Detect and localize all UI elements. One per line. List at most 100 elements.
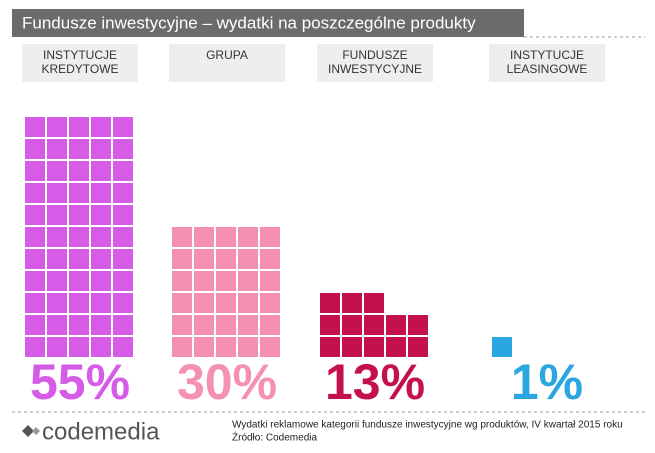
waffle-cell [172, 227, 192, 247]
waffle-cell [172, 293, 192, 313]
waffle-cell [238, 227, 258, 247]
category-box [489, 44, 605, 82]
waffle-cell [91, 227, 111, 247]
waffle-cell [47, 227, 67, 247]
waffle-cell [320, 293, 340, 313]
waffle-cell [47, 315, 67, 335]
waffle-cell [25, 293, 45, 313]
waffle-cell [260, 293, 280, 313]
waffle-cell [386, 337, 406, 357]
waffle-cell [91, 205, 111, 225]
waffle-cell [91, 139, 111, 159]
waffle-cell [69, 271, 89, 291]
waffle-cell [47, 337, 67, 357]
waffle-cell [172, 315, 192, 335]
waffle-cell [69, 183, 89, 203]
waffle-cell [260, 227, 280, 247]
waffle-cell [69, 315, 89, 335]
waffle-cell [194, 337, 214, 357]
waffle-cell [25, 205, 45, 225]
waffle-cell [69, 227, 89, 247]
waffle-cell [25, 271, 45, 291]
waffle-cell [238, 271, 258, 291]
waffle-cell [260, 315, 280, 335]
source: Źródło: Codemedia [232, 431, 317, 444]
waffle [320, 293, 428, 357]
waffle-cell [91, 315, 111, 335]
waffle-cell [69, 337, 89, 357]
note: Wydatki reklamowe kategorii fundusze inw… [232, 420, 623, 431]
waffle-cell [113, 161, 133, 181]
chart-title: Fundusze inwestycyjne – wydatki na poszc… [22, 13, 476, 32]
waffle-cell [47, 205, 67, 225]
waffle-cell [47, 161, 67, 181]
waffle-cell [238, 249, 258, 269]
waffle-cell [260, 249, 280, 269]
waffle-cell [113, 337, 133, 357]
waffle-cell [47, 293, 67, 313]
waffle-cell [47, 139, 67, 159]
waffle-cell [113, 293, 133, 313]
waffle-cell [69, 139, 89, 159]
waffle-cell [25, 227, 45, 247]
waffle-cell [25, 139, 45, 159]
waffle-cell [113, 183, 133, 203]
waffle-cell [25, 315, 45, 335]
waffle-cell [238, 337, 258, 357]
waffle-cell [47, 271, 67, 291]
category-label: INSTYTUCJE KREDYTOWE [41, 48, 118, 76]
waffle-cell [25, 161, 45, 181]
waffle-cell [91, 117, 111, 137]
waffle-cell [69, 161, 89, 181]
waffle-cell [113, 315, 133, 335]
logo: codemedia [42, 418, 160, 445]
waffle-cell [320, 337, 340, 357]
waffle-cell [69, 249, 89, 269]
waffle [25, 117, 133, 357]
value-label: 13% [325, 354, 425, 410]
waffle [492, 337, 512, 357]
waffle-cell [113, 271, 133, 291]
waffle-cell [492, 337, 512, 357]
waffle-cell [194, 249, 214, 269]
title-bar [12, 9, 524, 37]
waffle-cell [216, 315, 236, 335]
waffle-cell [260, 271, 280, 291]
category-label: GRUPA [206, 48, 248, 62]
waffle-cell [364, 293, 384, 313]
waffle-cell [216, 227, 236, 247]
waffle-cell [113, 205, 133, 225]
waffle [172, 227, 280, 357]
waffle-cell [47, 249, 67, 269]
waffle-cell [238, 315, 258, 335]
logo-icon [22, 425, 40, 437]
waffle-cell [172, 249, 192, 269]
waffle-cell [91, 337, 111, 357]
waffle-cell [386, 315, 406, 335]
waffle-cell [25, 117, 45, 137]
waffle-cell [69, 205, 89, 225]
waffle-cell [320, 315, 340, 335]
waffle-cell [216, 271, 236, 291]
value-label: 1% [511, 354, 583, 410]
category-label: FUNDUSZE INWESTYCYJNE [328, 48, 422, 76]
waffle-cell [25, 183, 45, 203]
waffle-cell [113, 249, 133, 269]
waffle-cell [172, 271, 192, 291]
waffle-cell [342, 315, 362, 335]
waffle-cell [194, 293, 214, 313]
waffle-cell [113, 117, 133, 137]
waffle-cell [47, 117, 67, 137]
waffle-cell [216, 293, 236, 313]
waffle-cell [238, 293, 258, 313]
waffle-cell [194, 315, 214, 335]
waffle-cell [408, 315, 428, 335]
waffle-cell [194, 271, 214, 291]
category-box [169, 44, 285, 82]
waffle-cell [47, 183, 67, 203]
waffle-cell [364, 315, 384, 335]
waffle-cell [91, 271, 111, 291]
waffle-cell [216, 337, 236, 357]
waffle-cell [91, 249, 111, 269]
